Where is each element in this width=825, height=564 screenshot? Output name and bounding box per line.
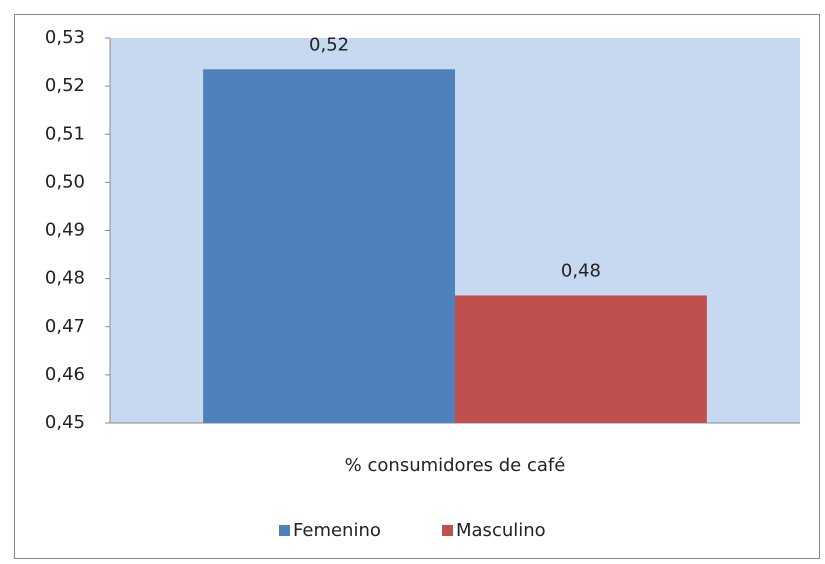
y-tick-label: 0,52 xyxy=(45,75,85,96)
x-tick-label: % consumidores de café xyxy=(345,455,566,476)
legend-label: Femenino xyxy=(293,520,381,541)
y-tick-label: 0,53 xyxy=(45,27,85,48)
bar xyxy=(455,295,707,423)
y-tick-label: 0,51 xyxy=(45,123,85,144)
y-tick-label: 0,46 xyxy=(45,364,85,385)
value-label: 0,48 xyxy=(561,260,601,281)
y-tick-label: 0,50 xyxy=(45,171,85,192)
value-label: 0,52 xyxy=(309,34,349,55)
y-tick-label: 0,49 xyxy=(45,220,85,241)
bar xyxy=(203,69,455,423)
legend-swatch xyxy=(442,525,453,536)
legend-label: Masculino xyxy=(456,520,546,541)
legend-swatch xyxy=(279,525,290,536)
y-tick-label: 0,47 xyxy=(45,316,85,337)
y-tick-label: 0,48 xyxy=(45,268,85,289)
y-tick-label: 0,45 xyxy=(45,412,85,433)
